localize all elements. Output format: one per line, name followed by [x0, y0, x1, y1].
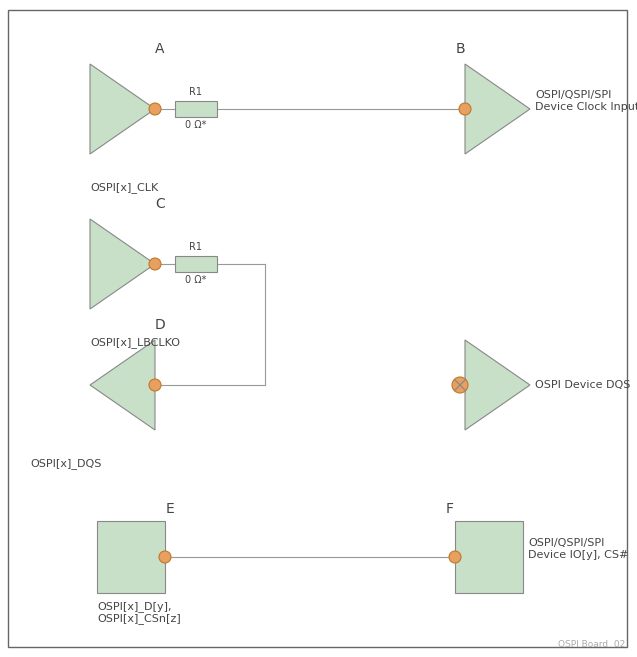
Text: OSPI Device DQS: OSPI Device DQS [535, 380, 631, 390]
Text: E: E [166, 502, 175, 516]
Text: OSPI[x]_DQS: OSPI[x]_DQS [30, 458, 101, 469]
FancyBboxPatch shape [175, 256, 217, 272]
Text: A: A [155, 42, 165, 56]
Circle shape [149, 258, 161, 270]
Polygon shape [465, 340, 530, 430]
Text: 0 Ω*: 0 Ω* [185, 120, 206, 130]
Text: OSPI[x]_CLK: OSPI[x]_CLK [90, 182, 158, 193]
FancyBboxPatch shape [8, 10, 627, 647]
Text: OSPI/QSPI/SPI
Device Clock Input: OSPI/QSPI/SPI Device Clock Input [535, 90, 637, 112]
FancyBboxPatch shape [97, 521, 165, 593]
Polygon shape [90, 219, 155, 309]
Text: 0 Ω*: 0 Ω* [185, 275, 206, 285]
Text: B: B [455, 42, 465, 56]
Text: OSPI[x]_LBCLKO: OSPI[x]_LBCLKO [90, 337, 180, 348]
Polygon shape [465, 64, 530, 154]
Text: OSPI/QSPI/SPI
Device IO[y], CS#: OSPI/QSPI/SPI Device IO[y], CS# [528, 538, 628, 560]
FancyBboxPatch shape [455, 521, 523, 593]
Circle shape [452, 377, 468, 393]
Text: R1: R1 [189, 87, 203, 97]
Text: R1: R1 [189, 242, 203, 252]
Text: D: D [155, 318, 166, 332]
Text: C: C [155, 197, 165, 211]
Circle shape [159, 551, 171, 563]
Text: F: F [446, 502, 454, 516]
Circle shape [449, 551, 461, 563]
Circle shape [459, 103, 471, 115]
Text: OSPI Board  02: OSPI Board 02 [558, 640, 625, 649]
Text: OSPI[x]_D[y],
OSPI[x]_CSn[z]: OSPI[x]_D[y], OSPI[x]_CSn[z] [97, 601, 181, 624]
Polygon shape [90, 64, 155, 154]
FancyBboxPatch shape [175, 101, 217, 117]
Circle shape [149, 103, 161, 115]
Polygon shape [90, 340, 155, 430]
Circle shape [149, 379, 161, 391]
